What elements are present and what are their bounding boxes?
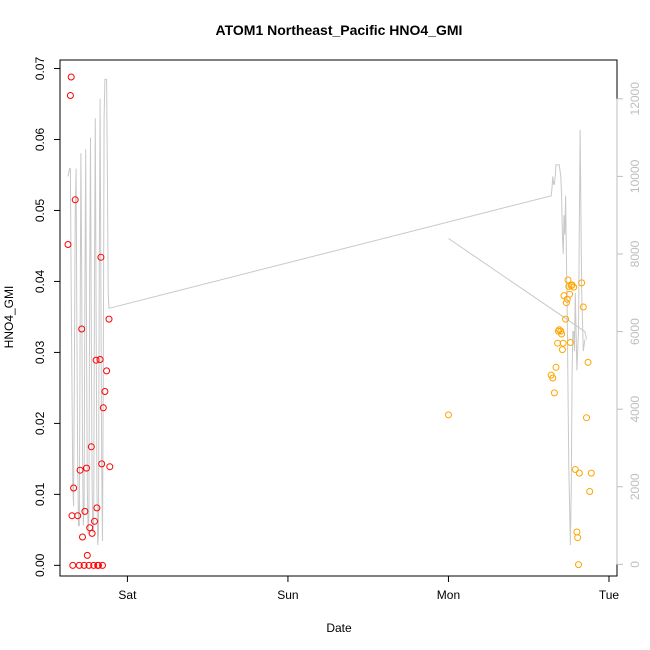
point-flight-2-25: [573, 528, 581, 536]
point-flight-1-11: [78, 325, 86, 333]
y-tick-label-3: 0.03: [33, 340, 47, 364]
point-flight-2-20: [566, 339, 574, 346]
y2-tick-label-3: 6000: [628, 318, 642, 345]
point-flight-1-30: [99, 561, 106, 569]
point-flight-1-6: [70, 484, 78, 492]
point-flight-1-26: [95, 561, 102, 569]
point-flight-2-11: [558, 346, 566, 354]
point-flight-1-7: [71, 196, 79, 204]
point-flight-1-3: [67, 73, 75, 81]
point-flight-1-16: [83, 551, 91, 559]
point-flight-2-15: [562, 299, 570, 307]
point-flight-1-9: [75, 561, 83, 569]
point-flight-1-2: [66, 92, 74, 99]
y2-tick-label-5: 10000: [628, 159, 642, 193]
point-flight-2-28: [575, 469, 583, 477]
point-flight-1-35: [106, 463, 114, 471]
point-flight-1-20: [88, 529, 96, 537]
y-tick-label-2: 0.02: [33, 411, 47, 435]
y-axis: 0.00 0.01 0.02 0.03 0.04 0.05 0.06 0.07: [33, 57, 61, 577]
point-flight-1-8: [74, 512, 82, 520]
y-tick-label-6: 0.06: [33, 127, 47, 151]
point-flight-1-29: [98, 460, 106, 468]
x-tick-label-sat: Sat: [118, 588, 137, 602]
point-flight-2-24: [571, 466, 579, 473]
point-flight-1-13: [80, 561, 88, 569]
y2-tick-label-6: 12000: [628, 82, 642, 116]
y2-tick-label-0: 0: [628, 561, 642, 568]
point-flight-1-22: [91, 517, 98, 525]
y2-tick-label-1: 2000: [628, 473, 642, 500]
point-flight-1-27: [96, 356, 104, 363]
point-flight-2-9: [557, 327, 565, 335]
point-flight-1-32: [101, 388, 109, 395]
point-flight-2-31: [583, 414, 590, 422]
point-flight-2-14: [562, 315, 570, 323]
point-flight-1-15: [83, 464, 90, 472]
plot-frame: [59, 59, 618, 577]
point-flight-1-28: [97, 253, 105, 261]
point-flight-1-5: [69, 561, 77, 569]
points-layer: [64, 73, 595, 569]
point-flight-1-14: [81, 507, 89, 515]
point-flight-2-34: [587, 469, 595, 477]
point-flight-2-4: [550, 389, 558, 397]
x-tick-label-tue: Tue: [599, 588, 620, 602]
point-flight-2-29: [578, 279, 586, 287]
altitude-line-1: [67, 78, 586, 546]
point-flight-2-19: [566, 290, 574, 298]
y-tick-label-7: 0.07: [33, 57, 47, 81]
point-flight-1-1: [64, 241, 72, 248]
point-flight-2-33: [586, 488, 594, 495]
x-axis-label: Date: [326, 621, 352, 635]
point-flight-1-10: [76, 466, 84, 474]
y-tick-label-0: 0.00: [33, 553, 47, 577]
x-tick-label-mon: Mon: [437, 588, 460, 602]
point-flight-1-31: [99, 404, 107, 412]
x-axis: Sat Sun Mon Tue: [118, 575, 620, 602]
point-flight-1-34: [105, 315, 113, 323]
point-flight-2-5: [552, 363, 560, 371]
point-flight-1-12: [79, 533, 86, 541]
point-flight-1-24: [93, 504, 101, 512]
point-flight-1-23: [92, 356, 100, 364]
point-flight-2-27: [575, 561, 582, 569]
point-flight-2-30: [579, 303, 587, 311]
point-flight-2-12: [559, 339, 567, 347]
point-flight-2-32: [584, 358, 592, 366]
x-tick-label-sun: Sun: [277, 588, 298, 602]
altitude-line-2: [448, 238, 587, 340]
point-flight-1-4: [68, 512, 76, 520]
point-flight-1-18: [86, 524, 94, 532]
y2-tick-label-2: 4000: [628, 396, 642, 423]
point-flight-1-21: [90, 561, 98, 569]
point-flight-2-22: [568, 281, 576, 289]
point-flight-2-13: [560, 292, 568, 300]
point-flight-1-19: [87, 443, 95, 451]
chart-title: ATOM1 Northeast_Pacific HNO4_GMI: [216, 22, 463, 38]
y-axis-label: HNO4_GMI: [2, 286, 16, 349]
point-flight-2-1: [445, 411, 452, 419]
point-flight-2-10: [558, 330, 566, 338]
y-tick-label-5: 0.05: [33, 198, 47, 222]
y2-tick-label-4: 8000: [628, 240, 642, 267]
point-flight-2-6: [554, 339, 562, 347]
y2-axis: 0 2000 4000 6000 8000 10000 12000: [616, 82, 642, 568]
y-tick-label-4: 0.04: [33, 269, 47, 293]
point-flight-2-23: [570, 283, 578, 291]
y-tick-label-1: 0.01: [33, 482, 47, 506]
point-flight-2-26: [574, 534, 582, 542]
altitude-layer: [67, 78, 587, 546]
point-flight-2-3: [549, 374, 557, 382]
point-flight-1-17: [85, 561, 93, 569]
point-flight-1-33: [103, 367, 111, 375]
point-flight-2-17: [564, 276, 572, 284]
